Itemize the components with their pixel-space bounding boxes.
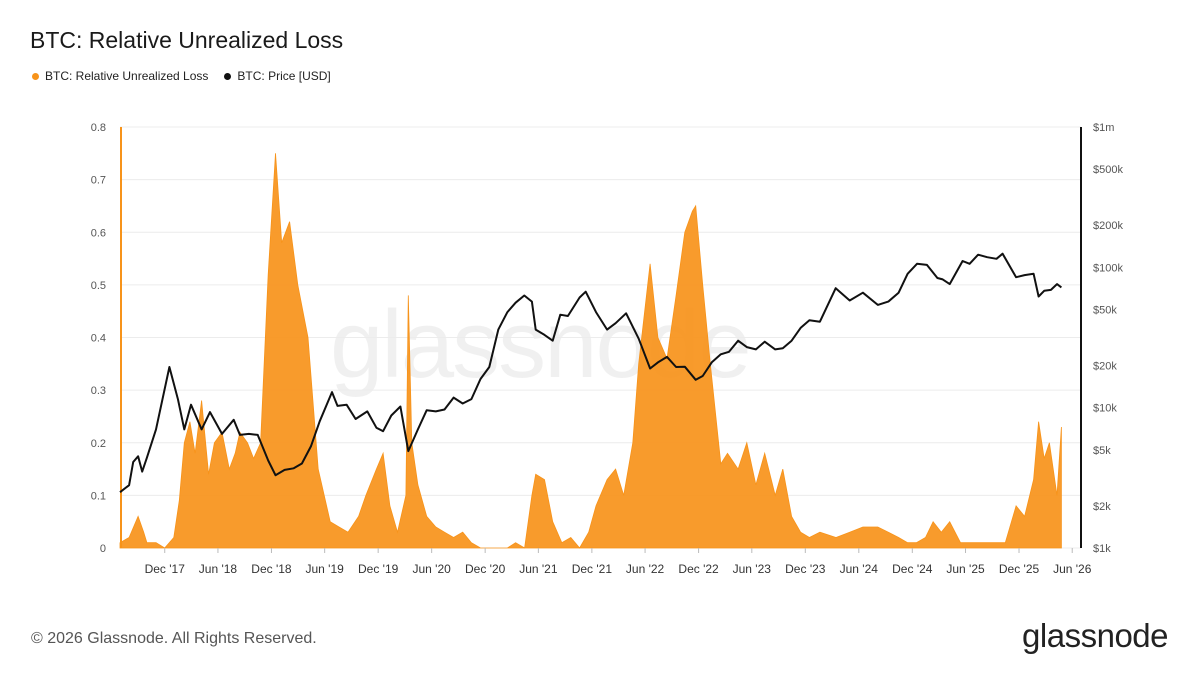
y-right-tick-label: $50k <box>1093 305 1117 317</box>
y-right-tick-label: $100k <box>1093 262 1123 274</box>
loss-area-layer <box>119 127 1062 549</box>
x-tick-label: Jun '26 <box>1053 562 1092 576</box>
chart-title: BTC: Relative Unrealized Loss <box>30 27 344 53</box>
y-left-tick-label: 0.7 <box>91 175 106 187</box>
legend-item-price[interactable]: BTC: Price [USD] <box>224 69 331 83</box>
x-tick-label: Dec '17 <box>145 562 186 576</box>
glassnode-logo[interactable]: glassnode <box>1022 617 1168 654</box>
x-tick-label: Jun '19 <box>305 562 344 576</box>
x-tick-label: Dec '21 <box>572 562 613 576</box>
y-right-tick-label: $10k <box>1093 403 1117 415</box>
x-tick-label: Dec '23 <box>785 562 826 576</box>
legend-swatch-orange <box>32 72 39 80</box>
x-tick-label: Jun '23 <box>733 562 772 576</box>
y-right-tick-label: $1m <box>1093 122 1114 134</box>
x-tick-label: Jun '18 <box>199 562 238 576</box>
axes: 0 0.1 0.2 0.3 0.4 0.5 0.6 0.7 0.8 $1k $2k $5k $10k $2… <box>91 122 1124 576</box>
legend: BTC: Relative Unrealized Loss BTC: Price… <box>32 69 331 83</box>
price-line <box>119 252 1062 493</box>
x-tick-label: Dec '25 <box>999 562 1040 576</box>
legend-item-relative-unrealized-loss[interactable]: BTC: Relative Unrealized Loss <box>32 69 208 83</box>
legend-label: BTC: Price [USD] <box>237 69 331 83</box>
x-tick-label: Jun '21 <box>519 562 558 576</box>
y-right-tick-label: $5k <box>1093 445 1111 457</box>
y-right-tick-label: $2k <box>1093 501 1111 513</box>
y-left-tick-label: 0.5 <box>91 280 106 292</box>
x-tick-label: Jun '24 <box>840 562 879 576</box>
legend-swatch-black <box>224 72 232 80</box>
y-left-tick-label: 0.4 <box>91 333 106 345</box>
x-tick-label: Jun '22 <box>626 562 665 576</box>
y-right-tick-label: $20k <box>1093 360 1117 372</box>
x-tick-label: Dec '22 <box>678 562 719 576</box>
x-tick-label: Dec '18 <box>251 562 292 576</box>
y-left-tick-label: 0.3 <box>91 385 106 397</box>
y-left-tick-label: 0 <box>100 543 106 555</box>
price-line-layer <box>119 252 1062 493</box>
y-right-tick-label: $200k <box>1093 220 1123 232</box>
y-left-tick-label: 0.1 <box>91 490 106 502</box>
y-right-tick-label: $500k <box>1093 164 1123 176</box>
x-tick-label: Jun '25 <box>946 562 985 576</box>
y-left-tick-label: 0.2 <box>91 438 106 450</box>
x-tick-label: Jun '20 <box>412 562 451 576</box>
x-tick-label: Dec '19 <box>358 562 399 576</box>
x-tick-label: Dec '20 <box>465 562 506 576</box>
x-tick-label: Dec '24 <box>892 562 933 576</box>
legend-label: BTC: Relative Unrealized Loss <box>45 69 209 83</box>
loss-area <box>119 153 1062 549</box>
y-left-tick-label: 0.6 <box>91 227 106 239</box>
y-left-tick-label: 0.8 <box>91 122 106 134</box>
copyright-footer: © 2026 Glassnode. All Rights Reserved. <box>31 630 317 647</box>
y-right-tick-label: $1k <box>1093 543 1111 555</box>
